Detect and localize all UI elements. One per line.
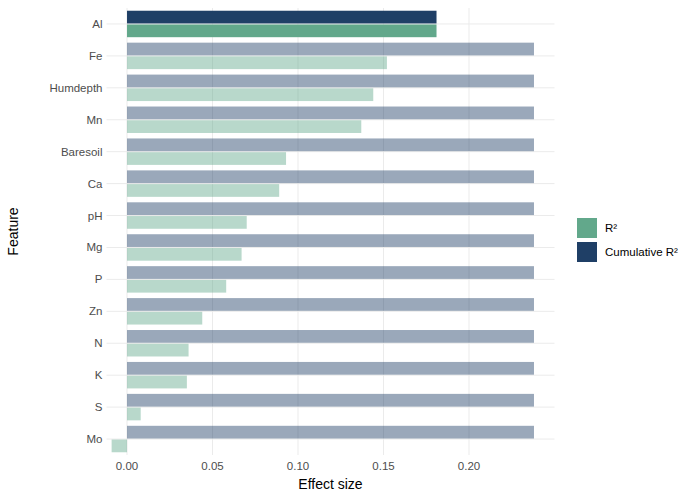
- y-tick-label: Al: [92, 18, 102, 30]
- y-tick-label: Fe: [89, 50, 102, 62]
- legend-swatch: [577, 218, 597, 238]
- grid-line-y: [107, 375, 555, 376]
- grid-line-y: [107, 247, 555, 248]
- grid-line-y: [107, 183, 555, 184]
- bar: [127, 280, 226, 293]
- y-tick-label: Humdepth: [49, 82, 102, 94]
- bar: [127, 394, 534, 407]
- chart-container: Al Fe Humdepth Mn Baresoil Ca pH Mg P Zn N K S Mo 0.00…: [0, 0, 700, 500]
- grid-line-y: [107, 343, 555, 344]
- x-axis-labels: 0.00 0.05 0.10 0.15 0.20: [116, 460, 480, 472]
- y-tick-label: Mn: [87, 114, 103, 126]
- bar: [127, 248, 242, 261]
- bar: [112, 440, 127, 453]
- bar: [127, 88, 373, 101]
- bar: [127, 312, 202, 325]
- bar: [127, 408, 141, 421]
- bar: [127, 120, 361, 133]
- legend-label: R²: [605, 222, 617, 234]
- y-tick-label: S: [95, 401, 103, 413]
- grid-line-y: [107, 23, 555, 24]
- bar: [127, 330, 534, 343]
- y-tick-label: Mg: [87, 241, 103, 253]
- bar: [127, 170, 534, 183]
- bar: [127, 107, 534, 120]
- grid-line-y: [107, 279, 555, 280]
- bar: [127, 184, 279, 197]
- bar: [127, 152, 286, 165]
- y-tick-label: Baresoil: [61, 146, 103, 158]
- bar: [127, 56, 387, 69]
- y-tick-label: Ca: [88, 178, 103, 190]
- x-axis-title: Effect size: [298, 476, 363, 492]
- grid-line-y: [107, 439, 555, 440]
- y-tick-label: pH: [88, 210, 103, 222]
- grid-line-y: [107, 55, 555, 56]
- y-axis-title: Feature: [5, 207, 21, 255]
- bar: [127, 298, 534, 311]
- x-tick-label: 0.20: [458, 460, 480, 472]
- y-axis-labels: Al Fe Humdepth Mn Baresoil Ca pH Mg P Zn N K S Mo: [49, 18, 103, 445]
- bar: [127, 138, 534, 151]
- x-tick-label: 0.15: [372, 460, 394, 472]
- bar: [127, 426, 534, 439]
- bars: [112, 11, 534, 453]
- legend-label: Cumulative R²: [605, 246, 678, 258]
- y-tick-label: Zn: [89, 305, 102, 317]
- chart-svg: Al Fe Humdepth Mn Baresoil Ca pH Mg P Zn N K S Mo 0.00…: [0, 0, 700, 500]
- y-tick-label: K: [95, 369, 103, 381]
- bar: [127, 344, 189, 357]
- grid-line-y: [107, 311, 555, 312]
- bar: [127, 266, 534, 279]
- bar: [127, 24, 436, 37]
- grid-line-y: [107, 87, 555, 88]
- bar: [127, 362, 534, 375]
- y-tick-label: Mo: [87, 433, 103, 445]
- grid-line-y: [107, 151, 555, 152]
- y-tick-label: P: [95, 273, 103, 285]
- x-tick-label: 0.05: [201, 460, 223, 472]
- grid-line-y: [107, 407, 555, 408]
- bar: [127, 43, 534, 56]
- y-tick-label: N: [94, 337, 102, 349]
- grid: [107, 8, 555, 455]
- bar: [127, 75, 534, 88]
- bar: [127, 234, 534, 247]
- x-tick-label: 0.10: [287, 460, 309, 472]
- grid-line-y: [107, 119, 555, 120]
- bar: [127, 11, 436, 24]
- bar: [127, 216, 247, 229]
- grid-line-y: [107, 215, 555, 216]
- x-tick-label: 0.00: [116, 460, 138, 472]
- bar: [127, 376, 187, 389]
- bar: [127, 202, 534, 215]
- legend: R² Cumulative R²: [577, 218, 678, 262]
- legend-swatch: [577, 242, 597, 262]
- background: [0, 0, 700, 500]
